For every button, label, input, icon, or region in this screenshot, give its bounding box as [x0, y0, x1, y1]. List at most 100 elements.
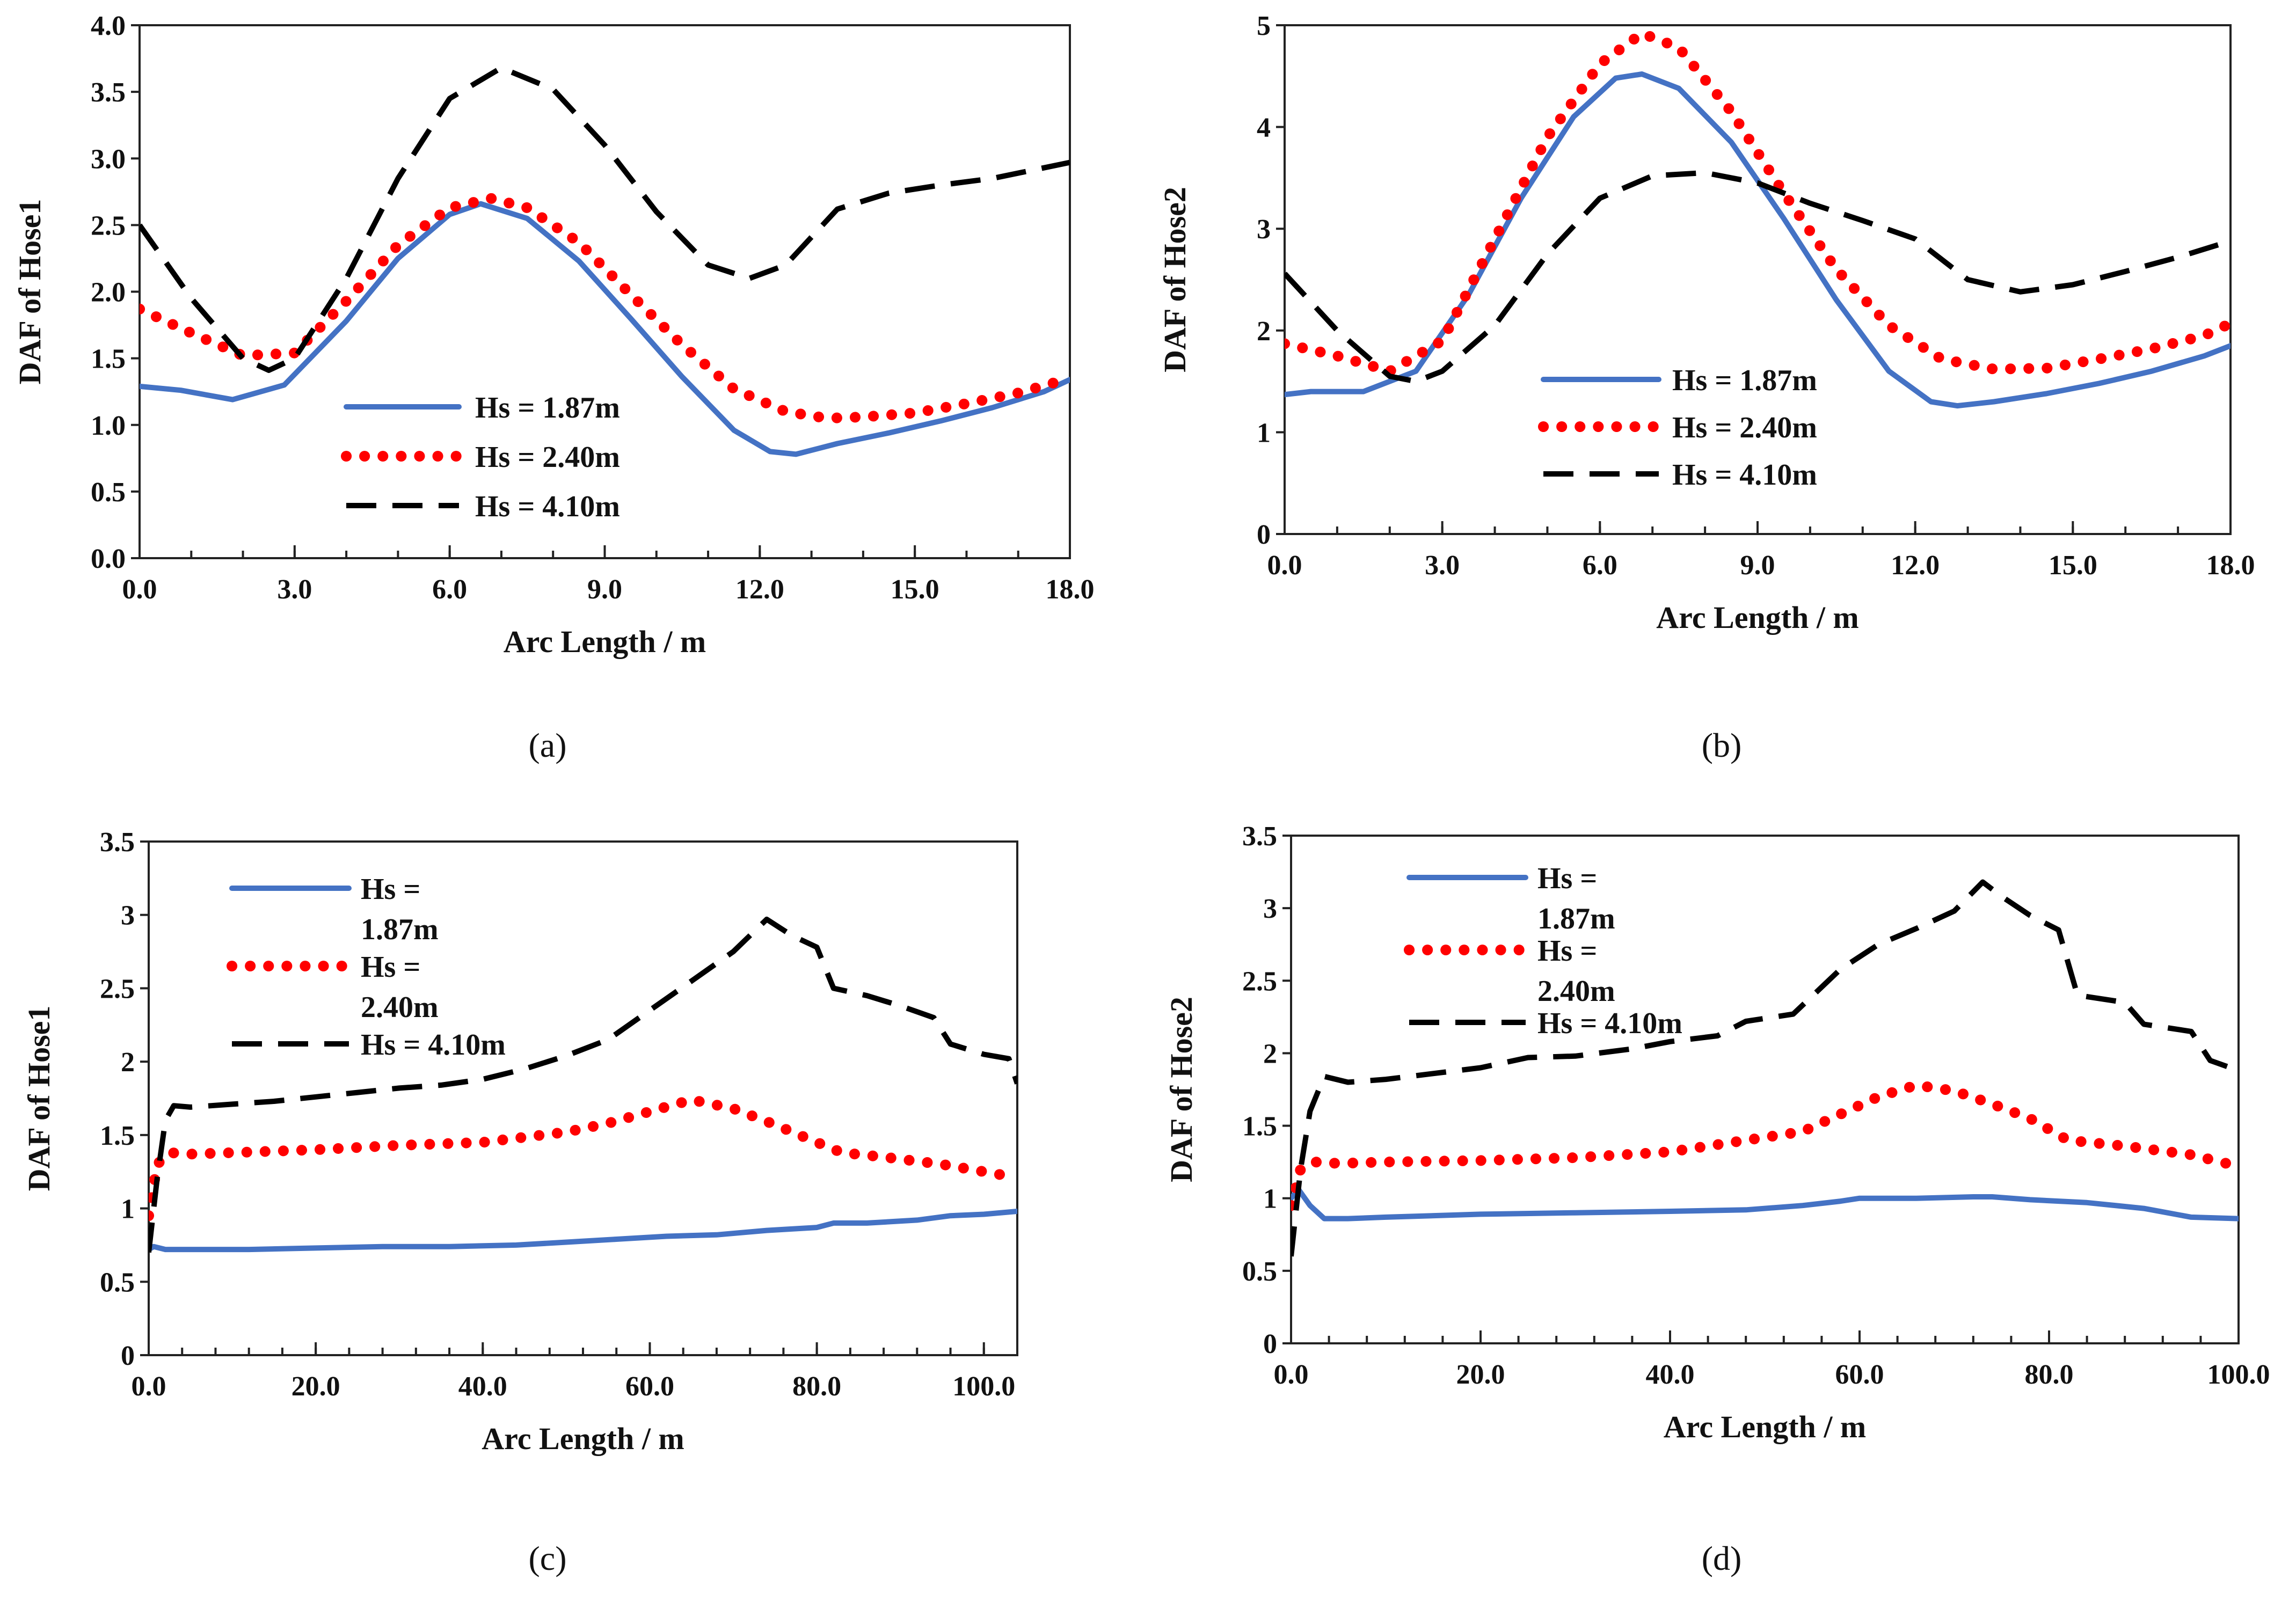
- x-tick-label: 18.0: [2206, 550, 2255, 581]
- y-axis-label: DAF of Hose2: [1157, 187, 1192, 372]
- series-line-3: [1291, 879, 2239, 1257]
- series-line-1: [1285, 71, 2231, 409]
- series-line-2: [1285, 28, 2231, 377]
- y-tick-label: 0: [1263, 1329, 1277, 1359]
- y-tick-label: 3.5: [91, 77, 126, 108]
- panel-caption: (c): [528, 1539, 566, 1577]
- legend-label-3: Hs = 4.10m: [475, 490, 620, 523]
- x-tick-label: 6.0: [432, 574, 467, 605]
- series-line-1: [1291, 1187, 2239, 1222]
- x-tick-label: 3.0: [277, 574, 312, 605]
- plot-frame: [1284, 24, 2232, 535]
- x-tick-label: 0.0: [122, 574, 157, 605]
- y-tick-label: 3.5: [100, 827, 135, 858]
- legend-label-1: 1.87m: [1537, 902, 1615, 935]
- series-line-2: [140, 193, 1070, 424]
- y-tick-label: 1: [1263, 1184, 1277, 1215]
- legend-label-1: 1.87m: [361, 913, 439, 946]
- legend-label-2: Hs =: [1537, 934, 1597, 968]
- y-tick-label: 1: [121, 1194, 135, 1225]
- x-tick-label: 6.0: [1583, 550, 1617, 581]
- plot-frame: [1290, 835, 2240, 1344]
- x-tick-label: 0.0: [132, 1371, 166, 1402]
- legend-label-1: Hs =: [361, 873, 420, 906]
- x-tick-label: 40.0: [1646, 1359, 1695, 1390]
- x-tick-label: 60.0: [625, 1371, 674, 1402]
- x-axis-label: Arc Length / m: [504, 624, 706, 659]
- series-line-2: [149, 1094, 1017, 1222]
- x-tick-label: 9.0: [587, 574, 622, 605]
- y-tick-label: 3: [1257, 214, 1271, 245]
- chart-panel-c: 0.0 20.0 40.0 60.0 80.0 100.0 0 0.5 1 1.5 2 2.5 3 3.5…: [21, 827, 1018, 1577]
- y-tick-label: 2: [121, 1047, 135, 1078]
- series-line-3: [140, 65, 1070, 373]
- x-tick-label: 100.0: [952, 1371, 1015, 1402]
- series-line-2: [1291, 1079, 2239, 1211]
- y-tick-label: 3.5: [1242, 821, 1277, 852]
- x-axis-label: Arc Length / m: [1664, 1409, 1867, 1444]
- y-tick-label: 4: [1257, 113, 1271, 143]
- y-tick-label: 2.0: [91, 277, 126, 308]
- chart-panel-b: 0.0 3.0 6.0 9.0 12.0 15.0 18.0 0 1 2 3 4 5 Arc Length…: [1157, 11, 2255, 764]
- y-axis-label: DAF of Hose1: [12, 199, 47, 385]
- x-tick-label: 18.0: [1046, 574, 1095, 605]
- series-line-3: [1285, 170, 2231, 384]
- y-axis-label: DAF of Hose2: [1164, 997, 1199, 1182]
- y-tick-label: 3.0: [91, 144, 126, 174]
- y-tick-label: 2: [1263, 1038, 1277, 1069]
- y-tick-label: 0: [1257, 520, 1271, 550]
- legend-label-2: Hs =: [361, 950, 420, 984]
- x-tick-label: 15.0: [891, 574, 939, 605]
- series-line-1: [149, 1209, 1017, 1253]
- y-tick-label: 0.0: [91, 544, 126, 574]
- y-tick-label: 4.0: [91, 11, 126, 41]
- chart-panel-a: 0.0 3.0 6.0 9.0 12.0 15.0 18.0 0.0 0.5 1.0 1.5 2.0 2…: [12, 11, 1095, 764]
- x-tick-label: 3.0: [1425, 550, 1460, 581]
- y-tick-label: 1: [1257, 418, 1271, 448]
- x-tick-label: 20.0: [1456, 1359, 1505, 1390]
- panel-caption: (b): [1702, 726, 1742, 764]
- y-tick-label: 1.5: [100, 1121, 135, 1151]
- legend-label-3: Hs = 4.10m: [1672, 458, 1817, 492]
- x-axis-label: Arc Length / m: [1656, 600, 1859, 635]
- x-tick-label: 0.0: [1267, 550, 1302, 581]
- series-line-1: [140, 201, 1070, 457]
- y-tick-label: 2: [1257, 316, 1271, 347]
- y-tick-label: 2.5: [91, 210, 126, 241]
- panel-caption: (a): [528, 726, 566, 764]
- legend-label-3: Hs = 4.10m: [1537, 1007, 1682, 1040]
- panel-caption: (d): [1702, 1539, 1742, 1577]
- y-tick-label: 3: [1263, 894, 1277, 924]
- y-axis-label: DAF of Hose1: [21, 1006, 56, 1191]
- x-tick-label: 12.0: [1891, 550, 1940, 581]
- x-axis-label: Arc Length / m: [482, 1421, 684, 1456]
- legend-label-3: Hs = 4.10m: [361, 1028, 506, 1062]
- legend-label-2: Hs = 2.40m: [475, 441, 620, 474]
- x-tick-label: 80.0: [2025, 1359, 2074, 1390]
- y-tick-label: 5: [1257, 11, 1271, 41]
- legend-label-1: Hs = 1.87m: [1672, 364, 1817, 397]
- legend-label-2: 2.40m: [361, 991, 439, 1024]
- x-tick-label: 20.0: [291, 1371, 340, 1402]
- y-tick-label: 1.0: [91, 411, 126, 441]
- y-tick-label: 0: [121, 1341, 135, 1371]
- x-tick-label: 60.0: [1835, 1359, 1884, 1390]
- x-tick-label: 0.0: [1274, 1359, 1309, 1390]
- y-tick-label: 1.5: [1242, 1111, 1277, 1142]
- legend-label-1: Hs =: [1537, 862, 1597, 895]
- x-tick-label: 9.0: [1740, 550, 1775, 581]
- x-tick-label: 12.0: [735, 574, 784, 605]
- x-tick-label: 100.0: [2207, 1359, 2270, 1390]
- y-tick-label: 0.5: [1242, 1256, 1277, 1287]
- y-tick-label: 0.5: [91, 477, 126, 508]
- y-tick-label: 2.5: [1242, 966, 1277, 997]
- chart-panel-d: 0.0 20.0 40.0 60.0 80.0 100.0 0 0.5 1 1.5 2 2.5 3 3.5…: [1164, 821, 2270, 1577]
- x-tick-label: 40.0: [458, 1371, 507, 1402]
- legend-label-2: 2.40m: [1537, 975, 1615, 1008]
- x-tick-label: 15.0: [2049, 550, 2097, 581]
- y-tick-label: 0.5: [100, 1267, 135, 1298]
- legend-label-1: Hs = 1.87m: [475, 391, 620, 425]
- y-tick-label: 1.5: [91, 344, 126, 375]
- legend-label-2: Hs = 2.40m: [1672, 411, 1817, 444]
- y-tick-label: 3: [121, 901, 135, 931]
